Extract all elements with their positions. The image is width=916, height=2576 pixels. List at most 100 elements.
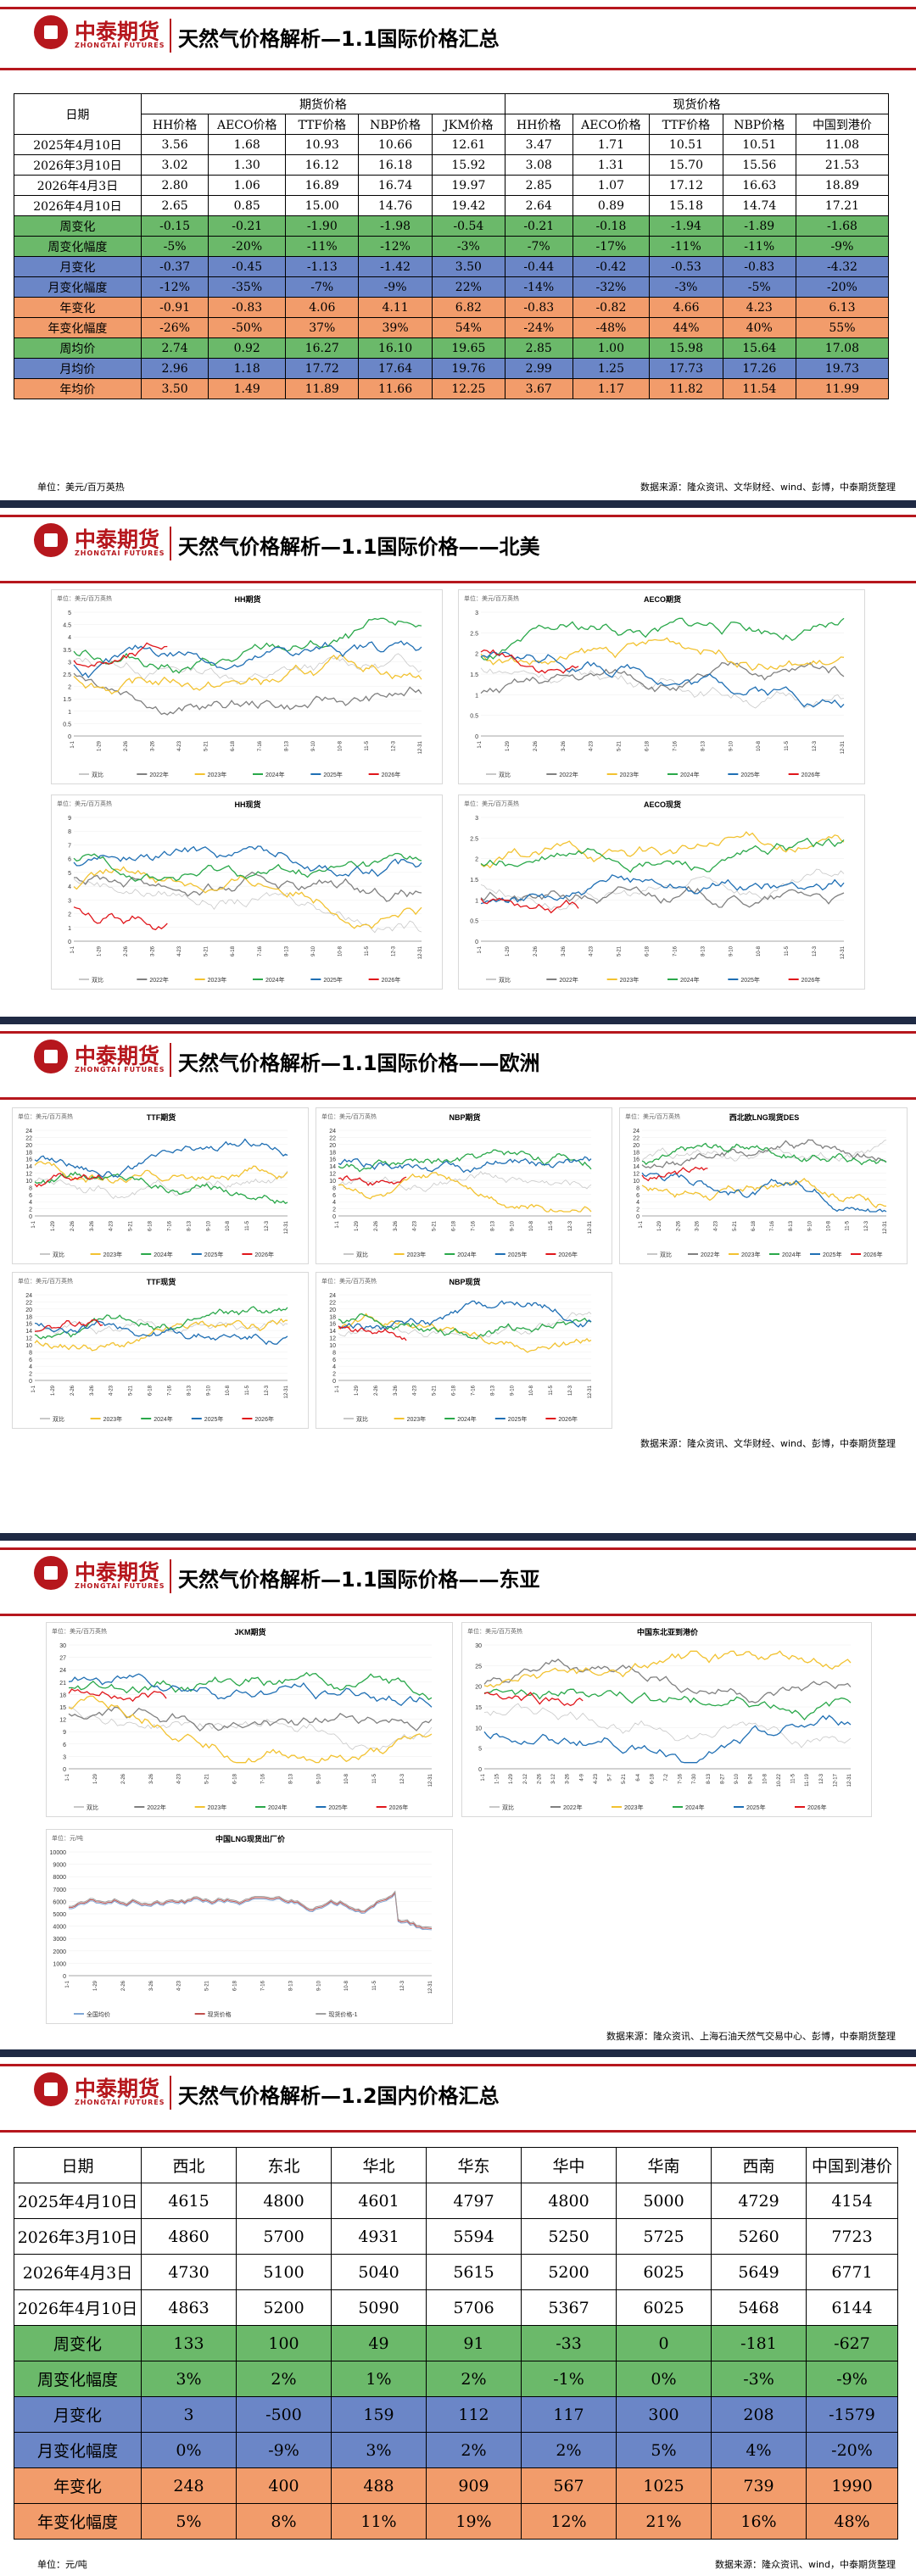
series-line: [68, 1893, 433, 1931]
chart-unit: 单位：美元/百万英热: [625, 1112, 680, 1120]
table-cell: 2.99: [505, 358, 573, 379]
y-tick-label: 3000: [53, 1937, 66, 1943]
table-cell: 19.97: [431, 175, 506, 196]
table-cell: 15.92: [431, 154, 506, 176]
y-tick-label: 18: [329, 1314, 336, 1320]
col-header: 华南: [616, 2147, 712, 2183]
header-divider: [170, 2076, 171, 2110]
legend-label: 2024年: [680, 976, 700, 984]
series-line: [338, 1172, 592, 1213]
header-divider: [170, 1043, 171, 1077]
y-tick-label: 12: [59, 1718, 66, 1724]
legend-label: 双比: [660, 1251, 672, 1258]
series-line: [73, 878, 422, 934]
y-tick-label: 4: [332, 1200, 336, 1206]
table-cell: -1579: [806, 2396, 898, 2433]
series-line: [73, 852, 422, 882]
x-tick-label: 12-31: [847, 1773, 852, 1787]
series-line: [73, 866, 422, 929]
x-tick-label: 1-1: [65, 1980, 70, 1988]
chart-unit: 单位：美元/百万英热: [467, 1627, 522, 1635]
legend-label: 2025年: [740, 976, 760, 984]
header-divider: [170, 19, 171, 53]
x-tick-label: 1-29: [505, 945, 511, 956]
chart-title: NBP期货: [449, 1112, 480, 1122]
brand-mark-icon: [34, 1040, 68, 1073]
y-tick-label: 0: [332, 1214, 336, 1220]
y-tick-label: 18: [59, 1692, 66, 1698]
table-cell: 1.17: [572, 378, 651, 399]
x-tick-label: 6-18: [233, 1773, 238, 1784]
legend-label: 2024年: [265, 771, 285, 778]
y-tick-label: 6: [29, 1193, 32, 1199]
x-tick-label: 1-1: [478, 945, 483, 953]
table-cell: 37%: [285, 317, 360, 338]
legend-label: 2025年: [740, 771, 760, 778]
series-line: [34, 1138, 288, 1179]
chart-title: AECO期货: [644, 594, 681, 604]
chart-title: AECO现货: [644, 800, 681, 809]
table-cell: 1.68: [208, 134, 287, 155]
table-cell: 12%: [521, 2503, 617, 2540]
x-tick-label: 1-29: [509, 1773, 514, 1784]
col-header: JKM价格: [431, 114, 506, 135]
x-tick-label: 6-18: [231, 740, 236, 751]
y-tick-label: 0.5: [470, 714, 478, 720]
table-row: 2026年4月10日 2.65 0.85 15.00 14.76 19.42 2.64 0.8…: [14, 195, 890, 216]
x-tick-label: 5-21: [205, 1773, 210, 1784]
x-tick-label: 5-21: [433, 1220, 438, 1231]
chart-unit: 单位：元/吨: [52, 1834, 83, 1842]
table-cell: 16%: [711, 2503, 807, 2540]
y-tick-label: 5: [478, 1747, 482, 1753]
series-line: [480, 637, 845, 672]
x-tick-label: 8-13: [288, 1773, 293, 1784]
series-line: [34, 1170, 288, 1200]
series-line: [480, 661, 845, 694]
x-tick-label: 1-1: [70, 740, 75, 748]
x-tick-label: 2-26: [533, 740, 539, 751]
chart-hh-spot: 单位：美元/百万英热 HH现货 0 1 2 3 4 5 6 7 8 9 1-1 1-29 2-26 3-26 4…: [57, 800, 423, 984]
brand-logo: 中泰期货 ZHONGTAI FUTURES: [34, 523, 204, 566]
legend-label: 2026年: [558, 1251, 578, 1258]
table-cell: 133: [141, 2325, 237, 2361]
x-tick-label: 9-10: [311, 945, 316, 956]
table-cell: 2.85: [505, 175, 573, 196]
y-tick-label: 1: [475, 898, 478, 904]
table-cell: 3%: [141, 2361, 237, 2397]
table-cell: 1.31: [572, 154, 651, 176]
table-cell: 5%: [616, 2432, 712, 2468]
series-line: [480, 897, 579, 914]
col-header-date: 日期: [14, 93, 142, 135]
table-cell: 5260: [711, 2218, 807, 2255]
y-tick-label: 9: [68, 816, 71, 822]
table-cell: -0.53: [649, 256, 723, 277]
chart-title: 中国东北亚到港价: [637, 1627, 699, 1636]
table-cell: 15.98: [649, 337, 723, 359]
row-label: 周均价: [14, 337, 142, 359]
x-tick-label: 12-3: [819, 1773, 824, 1784]
table-cell: 4860: [141, 2218, 237, 2255]
col-header: NBP价格: [722, 114, 796, 135]
brand-mark-icon: [34, 2072, 68, 2106]
legend-label: 2023年: [624, 1804, 644, 1811]
x-tick-label: 5-21: [433, 1385, 438, 1396]
x-tick-label: 12-31: [418, 945, 423, 959]
x-tick-label: 3-26: [695, 1220, 700, 1231]
x-tick-label: 10-8: [529, 1220, 534, 1231]
table-cell: -20%: [806, 2432, 898, 2468]
series-line: [641, 1142, 887, 1166]
y-tick-label: 24: [329, 1129, 336, 1135]
table-cell: -9%: [358, 276, 433, 298]
x-tick-label: 12-3: [813, 945, 818, 956]
table-cell: -0.91: [140, 297, 209, 318]
chart-title: HH期货: [235, 594, 261, 604]
table-cell: 5100: [236, 2254, 332, 2290]
series-line: [73, 617, 422, 674]
chart-unit: 单位：美元/百万英热: [18, 1277, 73, 1285]
x-tick-label: 1-29: [51, 1385, 56, 1396]
y-tick-label: 2: [29, 1372, 32, 1378]
legend-label: 2026年: [807, 1804, 827, 1811]
x-tick-label: 1-1: [31, 1220, 36, 1228]
legend-label: 2026年: [802, 771, 821, 778]
